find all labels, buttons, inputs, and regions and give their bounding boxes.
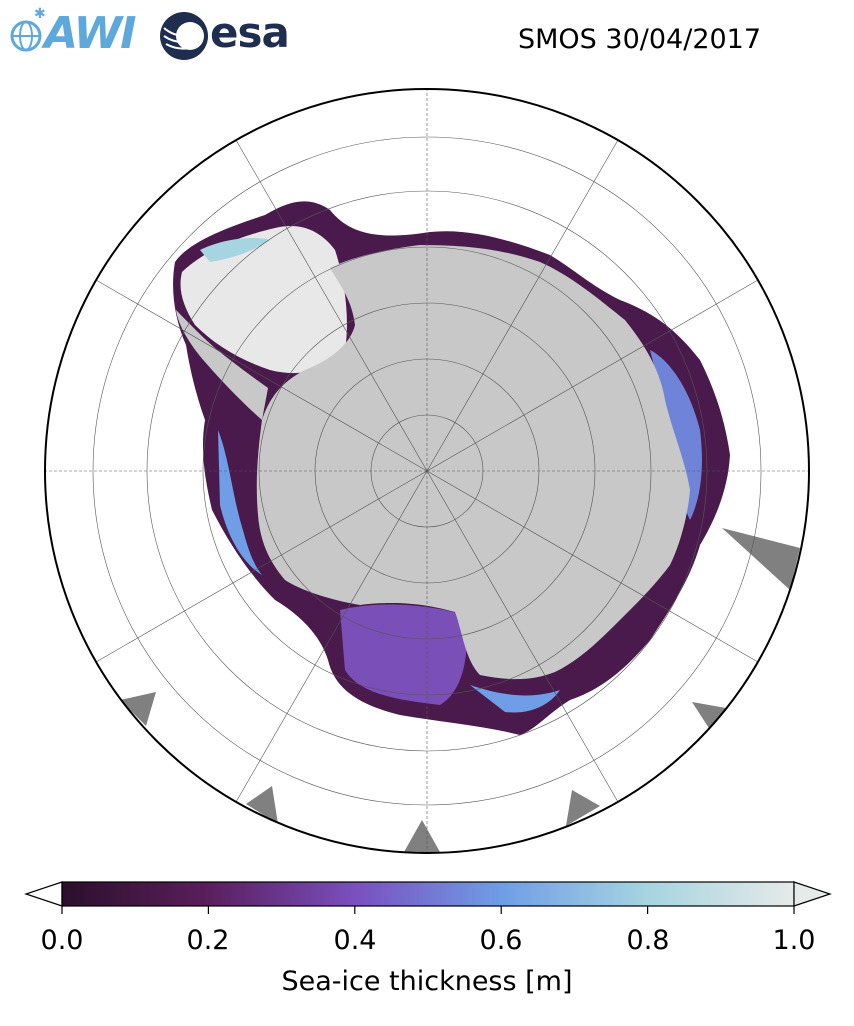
colorbar-tick-label: 0.0 [40,925,84,956]
colorbar-tick-label: 0.6 [479,925,523,956]
colorbar-tick-label: 1.0 [772,925,816,956]
meridians [45,89,809,853]
sea-ice-thick-weddell [180,226,347,374]
colorbar [24,881,832,914]
no-data-wedge [404,820,440,852]
no-data-wedge [246,786,278,824]
sea-ice-medium [218,430,262,575]
no-data-wedge [566,790,600,826]
colorbar-extend-low [24,881,63,907]
colorbar-label: Sea-ice thickness [m] [281,966,573,997]
esa-swirl-icon [160,12,208,60]
awi-globe-icon: ✱ [10,6,46,52]
awi-logo: AWI [44,8,137,59]
colorbar-gradient [61,881,795,907]
no-data-wedge [722,528,800,590]
colorbar-extend-high [793,881,832,907]
colorbar-tick-label: 0.8 [626,925,670,956]
antarctica-land [256,245,690,680]
colorbar-tick-label: 0.2 [186,925,230,956]
svg-text:✱: ✱ [34,6,46,22]
antarctic-peninsula [176,310,268,420]
sea-ice-medium [470,685,560,713]
header: ✱ AWI esa SMOS 30/04/2017 [0,0,854,80]
colorbar-ticks [61,906,795,914]
no-data-wedge [120,692,156,726]
sea-ice-thick-patch [200,238,270,262]
colorbar-tick-label: 0.4 [333,925,377,956]
map-border [44,88,810,854]
esa-logo: esa [210,8,290,57]
map-title: SMOS 30/04/2017 [518,24,762,55]
